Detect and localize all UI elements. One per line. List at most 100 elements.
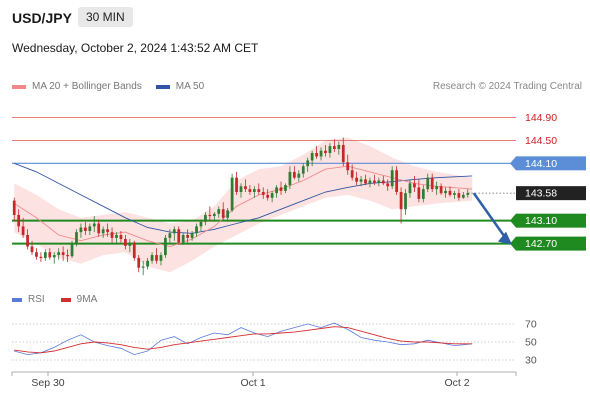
level-tag-notch-144.10 (510, 156, 516, 171)
candle-body (79, 227, 83, 233)
candle-body (12, 200, 16, 215)
candle-body (30, 246, 34, 253)
symbol-title: USD/JPY (12, 10, 72, 26)
candle-body (244, 186, 247, 190)
candle-body (417, 187, 421, 199)
candle-body (141, 266, 145, 268)
candle-body (373, 180, 376, 183)
candle-body (26, 235, 29, 247)
candle-body (17, 214, 21, 227)
rsi-line (14, 322, 473, 356)
level-label-143.58: 143.58 (525, 188, 557, 200)
candle-body (341, 144, 345, 163)
candle-body (368, 180, 372, 184)
projection-arrow-shaft (472, 192, 508, 240)
candle-body (88, 226, 92, 231)
candle-body (52, 255, 56, 258)
candle-body (186, 235, 190, 238)
ma20-swatch (12, 84, 26, 89)
candle-body (61, 252, 65, 256)
candle-body (57, 252, 61, 256)
candle-body (39, 256, 43, 258)
candle-body (132, 242, 136, 258)
candle-body (119, 235, 123, 240)
candle-body (408, 183, 412, 194)
candle-body (97, 223, 101, 234)
level-tag-143.10 (516, 213, 586, 228)
timeframe-badge[interactable]: 30 MIN (78, 7, 133, 27)
candle-body (266, 194, 270, 198)
level-label-144.90: 144.90 (525, 112, 557, 124)
candle-body (466, 193, 470, 195)
candle-body (301, 166, 305, 174)
candle-body (257, 189, 261, 192)
rsi-tick-30: 30 (525, 355, 537, 367)
candle-body (128, 242, 132, 246)
bollinger-band (14, 137, 473, 273)
time-label: Oct 2 (444, 377, 469, 389)
candle-body (204, 214, 207, 222)
level-tag-143.58 (516, 186, 586, 201)
candle-body (315, 153, 318, 157)
candle-body (150, 255, 154, 261)
candle-body (212, 213, 216, 217)
candle-body (337, 144, 341, 149)
level-label-142.70: 142.70 (525, 238, 557, 250)
candle-body (350, 170, 354, 178)
candle-body (177, 229, 181, 243)
ma20-legend-label: MA 20 + Bollinger Bands (32, 81, 142, 92)
candle-body (261, 192, 265, 195)
candle-body (448, 190, 452, 195)
ma20-line (13, 165, 473, 247)
candle-body (430, 177, 434, 190)
rsi-tick-70: 70 (525, 319, 537, 331)
candle-body (275, 187, 278, 194)
rsi-ma-line (14, 326, 473, 354)
level-label-143.10: 143.10 (525, 215, 557, 227)
level-label-144.10: 144.10 (525, 158, 557, 170)
candle-body (172, 229, 176, 234)
timestamp: Wednesday, October 2, 2024 1:43:52 AM CE… (12, 41, 259, 55)
candle-body (159, 255, 163, 261)
candle-body (359, 179, 363, 182)
candle-body (453, 193, 456, 195)
candle-body (226, 210, 230, 218)
candle-body (284, 185, 287, 191)
projection-arrow-head (498, 231, 512, 245)
candle-body (21, 226, 25, 235)
candle-body (355, 177, 358, 182)
candle-body (319, 150, 323, 157)
candle-body (66, 255, 69, 257)
candle-body (444, 190, 447, 194)
candle-body (164, 237, 167, 256)
rsi-legend: RSI 9MA (12, 294, 97, 305)
rsi-tick-50: 50 (525, 337, 537, 349)
ma9-legend-label: 9MA (76, 294, 98, 305)
level-tag-144.10 (516, 156, 586, 171)
candle-body (435, 186, 439, 190)
candle-body (426, 177, 430, 190)
candle-body (461, 194, 465, 198)
main-legend: MA 20 + Bollinger Bands MA 50 (12, 81, 204, 92)
candle-body (404, 193, 407, 210)
ma50-swatch (155, 84, 170, 89)
candle-body (168, 233, 172, 238)
ma50-legend-label: MA 50 (175, 81, 205, 92)
candle-body (195, 226, 198, 234)
candle-body (377, 180, 381, 183)
candle-body (83, 227, 87, 231)
candle-body (439, 186, 443, 194)
candle-body (324, 150, 327, 154)
candle-body (297, 173, 301, 178)
candle-body (48, 252, 52, 258)
candle-body (399, 192, 403, 210)
rsi-swatch (12, 297, 22, 302)
level-tag-notch-143.10 (510, 213, 516, 228)
candle-body (199, 221, 203, 227)
candle-body (421, 189, 425, 199)
level-label-144.50: 144.50 (525, 135, 557, 147)
candle-body (248, 189, 252, 192)
level-tag-notch-142.70 (510, 236, 516, 251)
rsi-legend-label: RSI (28, 294, 45, 305)
